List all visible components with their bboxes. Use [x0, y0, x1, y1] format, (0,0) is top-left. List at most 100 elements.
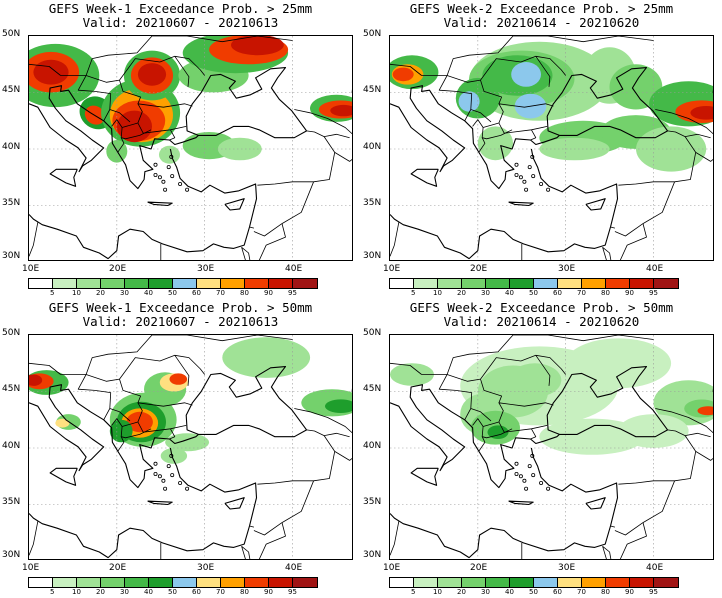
panel-title: GEFS Week-1 Exceedance Prob. > 25mm — [48, 1, 313, 16]
panel-valid-dates: Valid: 20210614 - 20210620 — [443, 314, 640, 329]
lat-tick-label: 30N — [2, 251, 21, 261]
lon-tick-label: 20E — [470, 264, 488, 274]
colorbar-label: 50 — [529, 588, 538, 596]
probability-area — [137, 63, 167, 86]
lon-tick-label: 20E — [109, 264, 127, 274]
colorbar-label: 90 — [625, 289, 634, 297]
country-borders — [29, 335, 352, 559]
lon-tick-label: 20E — [109, 563, 127, 573]
colorbar-swatch — [414, 578, 438, 587]
colorbar-label: 50 — [529, 289, 538, 297]
colorbar — [389, 577, 679, 588]
colorbar-label: 10 — [72, 588, 81, 596]
graticule — [29, 36, 352, 260]
colorbar-label: 70 — [216, 289, 225, 297]
probability-area — [169, 373, 188, 385]
colorbar-swatch — [293, 578, 317, 587]
colorbar-label: 40 — [144, 588, 153, 596]
probability-area — [55, 418, 70, 428]
colorbar-swatch — [510, 578, 534, 587]
islands — [153, 453, 190, 491]
colorbar — [28, 278, 318, 289]
probability-area — [487, 425, 509, 439]
colorbar-label: 60 — [192, 289, 201, 297]
colorbar-label: 5 — [50, 289, 55, 297]
coastlines — [390, 67, 713, 260]
lon-tick-label: 40E — [646, 563, 664, 573]
map-canvas — [390, 36, 713, 260]
coastlines — [390, 366, 713, 559]
probability-area — [392, 67, 414, 82]
lon-tick-label: 10E — [22, 563, 40, 573]
colorbar-label: 5 — [50, 588, 55, 596]
map-frame — [28, 334, 353, 560]
islands — [514, 453, 551, 491]
colorbar-label: 30 — [481, 289, 490, 297]
graticule — [390, 335, 713, 559]
colorbar-label: 95 — [288, 588, 297, 596]
probability-area — [511, 62, 541, 87]
colorbar-swatch — [29, 279, 53, 288]
colorbar-label: 50 — [168, 289, 177, 297]
colorbar-label: 90 — [264, 289, 273, 297]
probability-area — [508, 363, 562, 398]
colorbar-swatch — [149, 279, 173, 288]
colorbar-label: 90 — [625, 588, 634, 596]
colorbar-label: 60 — [553, 588, 562, 596]
colorbar-swatch — [654, 578, 678, 587]
colorbar-swatch — [197, 578, 221, 587]
panel-title: GEFS Week-2 Exceedance Prob. > 25mm — [409, 1, 674, 16]
map-panel: GEFS Week-1 Exceedance Prob. > 25mm Valid… — [0, 0, 361, 299]
colorbar-label: 80 — [601, 289, 610, 297]
lat-tick-label: 50N — [2, 328, 21, 338]
lon-tick-label: 30E — [558, 264, 576, 274]
probability-area — [609, 64, 663, 110]
lat-tick-label: 30N — [363, 550, 382, 560]
lon-tick-label: 40E — [285, 264, 303, 274]
probability-field — [29, 36, 352, 164]
lon-tick-label: 30E — [197, 264, 215, 274]
lat-tick-label: 35N — [363, 198, 382, 208]
panel-valid-dates: Valid: 20210614 - 20210620 — [443, 15, 640, 30]
colorbar-swatch — [438, 279, 462, 288]
islands — [514, 154, 551, 192]
colorbar-label: 70 — [577, 588, 586, 596]
colorbar-swatch — [149, 578, 173, 587]
probability-area — [126, 411, 153, 433]
colorbar-label: 95 — [649, 289, 658, 297]
lat-tick-label: 35N — [2, 497, 21, 507]
colorbar — [28, 577, 318, 588]
lat-tick-label: 45N — [363, 85, 382, 95]
colorbar-swatch — [462, 279, 486, 288]
map-frame — [389, 334, 714, 560]
colorbar-swatch — [510, 279, 534, 288]
country-borders — [29, 36, 352, 260]
probability-area — [29, 374, 43, 386]
probability-area — [477, 126, 513, 161]
colorbar-label: 60 — [553, 289, 562, 297]
colorbar-swatch — [462, 578, 486, 587]
lat-tick-label: 50N — [363, 29, 382, 39]
colorbar-label: 80 — [240, 588, 249, 596]
colorbar-label: 95 — [288, 289, 297, 297]
colorbar-label: 60 — [192, 588, 201, 596]
colorbar-swatch — [221, 279, 245, 288]
lat-tick-label: 40N — [2, 142, 21, 152]
colorbar-label: 5 — [411, 289, 416, 297]
coastlines — [29, 67, 352, 260]
probability-area — [217, 137, 262, 161]
colorbar-swatch — [558, 279, 582, 288]
map-canvas — [29, 36, 352, 260]
lon-tick-label: 40E — [646, 264, 664, 274]
graticule — [390, 36, 713, 260]
colorbar-label: 20 — [96, 588, 105, 596]
probability-area — [160, 448, 188, 464]
colorbar-swatch — [125, 578, 149, 587]
lat-tick-label: 30N — [363, 251, 382, 261]
map-panel: GEFS Week-2 Exceedance Prob. > 25mm Valid… — [361, 0, 722, 299]
colorbar-swatch — [269, 279, 293, 288]
probability-area — [565, 338, 672, 389]
colorbar-label: 20 — [96, 289, 105, 297]
colorbar-swatch — [101, 279, 125, 288]
map-canvas — [390, 335, 713, 559]
